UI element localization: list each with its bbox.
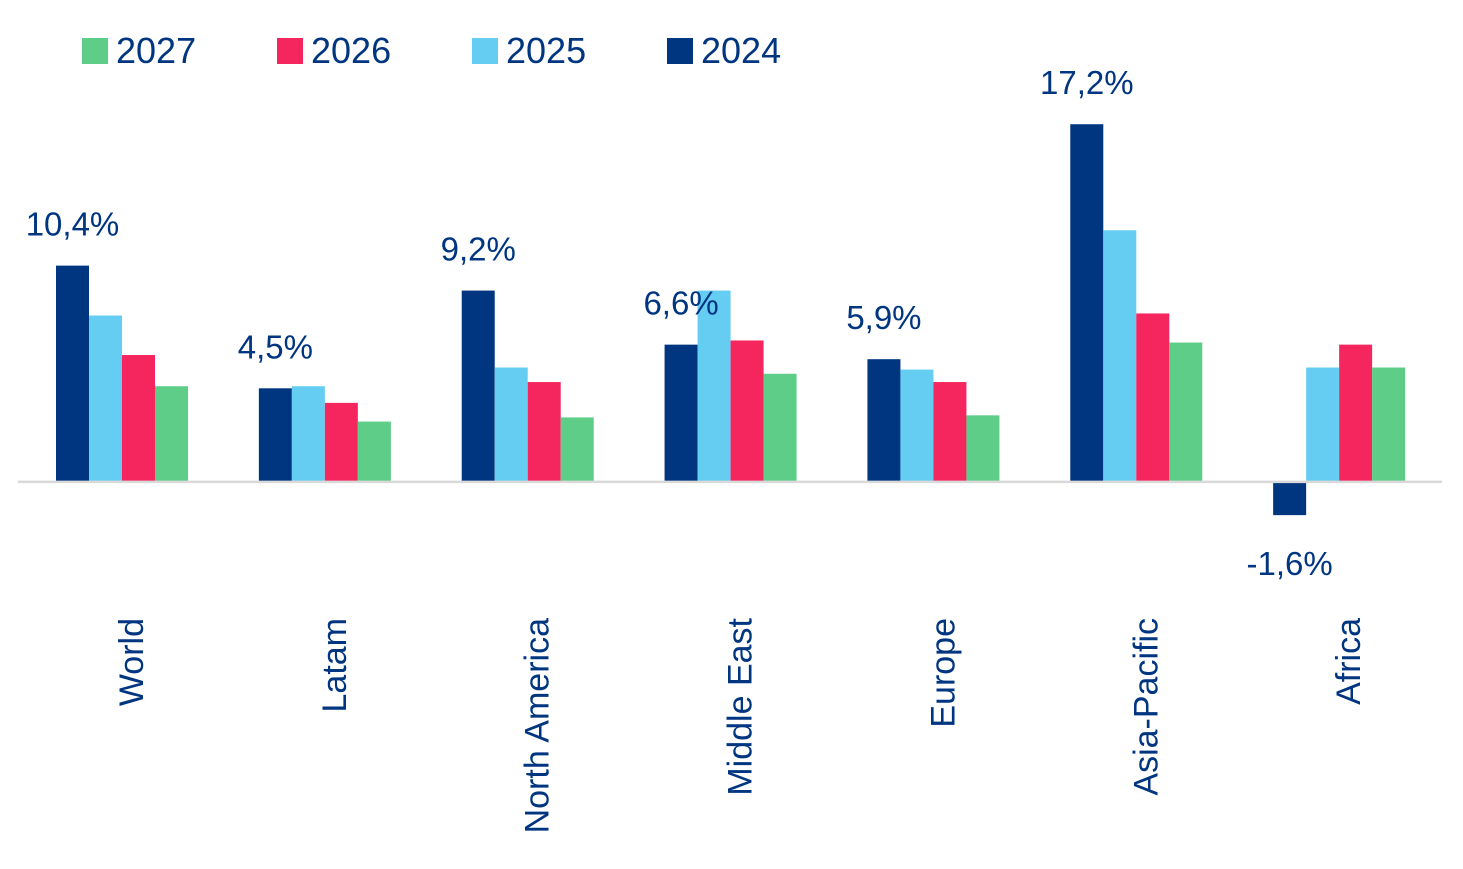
legend-swatch-2026: [277, 38, 303, 64]
data-label-africa: -1,6%: [1247, 545, 1333, 582]
bar-world-2026: [122, 355, 155, 482]
data-label-latam: 4,5%: [238, 328, 313, 365]
bar-world-2024: [56, 265, 89, 482]
data-label-asia-pacific: 17,2%: [1040, 64, 1134, 101]
bar-europe-2025: [900, 369, 934, 482]
bar-world-2027: [155, 386, 188, 482]
bar-latam-2027: [357, 421, 391, 482]
bar-north-america-2027: [560, 417, 594, 482]
bar-north-america-2025: [494, 367, 528, 482]
bar-world-2025: [89, 315, 122, 482]
legend-label-2027: 2027: [116, 30, 196, 71]
data-label-world: 10,4%: [26, 206, 120, 243]
bars: [56, 124, 1406, 516]
legend-label-2024: 2024: [701, 30, 781, 71]
x-tick-label-asia-pacific: Asia-Pacific: [1127, 618, 1165, 796]
bar-middle-east-2024: [664, 344, 698, 482]
data-label-middle-east: 6,6%: [643, 285, 718, 322]
bar-middle-east-2026: [730, 340, 764, 482]
bar-middle-east-2025: [697, 290, 731, 482]
x-tick-label-world: World: [113, 618, 151, 706]
data-label-europe: 5,9%: [846, 299, 921, 336]
bar-africa-2024: [1273, 481, 1307, 516]
bar-europe-2027: [966, 415, 1000, 482]
legend-swatch-2025: [472, 38, 498, 64]
x-tick-label-africa: Africa: [1330, 618, 1368, 705]
bar-latam-2024: [258, 388, 292, 482]
bar-africa-2025: [1306, 367, 1340, 482]
bar-asia-pacific-2025: [1103, 230, 1137, 482]
legend-swatch-2027: [82, 38, 108, 64]
bar-north-america-2024: [461, 290, 495, 482]
bar-africa-2026: [1339, 344, 1373, 482]
bar-asia-pacific-2026: [1136, 313, 1170, 482]
x-tick-label-north-america: North America: [519, 618, 557, 833]
data-label-north-america: 9,2%: [441, 231, 516, 268]
bar-europe-2026: [933, 382, 967, 482]
legend: 2027 2026 2025 2024: [82, 30, 781, 71]
legend-label-2025: 2025: [506, 30, 586, 71]
bar-latam-2026: [324, 402, 358, 482]
x-tick-label-latam: Latam: [316, 618, 354, 713]
legend-swatch-2024: [667, 38, 693, 64]
bar-asia-pacific-2027: [1169, 342, 1203, 482]
x-tick-label-europe: Europe: [924, 618, 962, 728]
bar-latam-2025: [291, 386, 325, 482]
x-tick-label-middle-east: Middle East: [722, 617, 760, 795]
bar-north-america-2026: [527, 382, 561, 482]
data-labels: 10,4% 4,5% 9,2% 6,6% 5,9% 17,2% -1,6%: [26, 64, 1333, 582]
bar-africa-2027: [1372, 367, 1406, 482]
legend-label-2026: 2026: [311, 30, 391, 71]
bar-middle-east-2027: [763, 373, 797, 482]
x-tick-labels: World Latam North America Middle East Europe…: [113, 617, 1368, 833]
bar-europe-2024: [867, 359, 901, 482]
bar-asia-pacific-2024: [1070, 124, 1104, 482]
